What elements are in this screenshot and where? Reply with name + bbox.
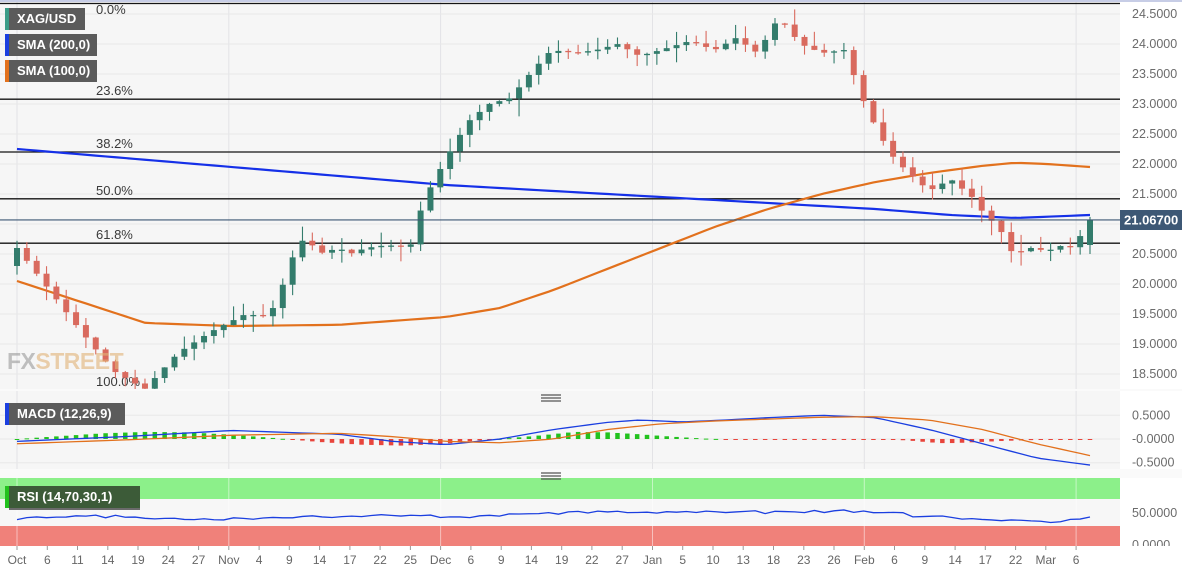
- svg-text:Feb: Feb: [854, 553, 875, 567]
- svg-text:14: 14: [101, 553, 115, 567]
- svg-text:50.0000: 50.0000: [1132, 506, 1177, 520]
- svg-text:21.5000: 21.5000: [1132, 187, 1177, 201]
- svg-text:6: 6: [468, 553, 475, 567]
- svg-text:19.0000: 19.0000: [1132, 337, 1177, 351]
- svg-text:22: 22: [585, 553, 599, 567]
- svg-text:25: 25: [404, 553, 418, 567]
- svg-text:17: 17: [343, 553, 357, 567]
- svg-text:50.0%: 50.0%: [96, 183, 133, 198]
- svg-text:9: 9: [921, 553, 928, 567]
- svg-text:10: 10: [706, 553, 720, 567]
- svg-text:20.5000: 20.5000: [1132, 247, 1177, 261]
- svg-text:21.06700: 21.06700: [1124, 213, 1178, 228]
- svg-text:23: 23: [797, 553, 811, 567]
- svg-text:17: 17: [979, 553, 993, 567]
- svg-text:11: 11: [71, 553, 84, 567]
- svg-text:61.8%: 61.8%: [96, 227, 133, 242]
- svg-text:5: 5: [679, 553, 686, 567]
- svg-text:9: 9: [498, 553, 505, 567]
- svg-text:23.0000: 23.0000: [1132, 97, 1177, 111]
- svg-text:26: 26: [827, 553, 841, 567]
- svg-text:14: 14: [948, 553, 962, 567]
- svg-text:19: 19: [555, 553, 569, 567]
- svg-text:9: 9: [286, 553, 293, 567]
- svg-text:Mar: Mar: [1035, 553, 1056, 567]
- svg-text:4: 4: [256, 553, 263, 567]
- svg-text:24: 24: [162, 553, 176, 567]
- svg-text:-0.0000: -0.0000: [1132, 432, 1174, 446]
- svg-text:Nov: Nov: [218, 553, 239, 567]
- svg-text:Dec: Dec: [430, 553, 451, 567]
- svg-text:14: 14: [525, 553, 539, 567]
- svg-text:0.0%: 0.0%: [96, 2, 126, 17]
- svg-text:18.5000: 18.5000: [1132, 367, 1177, 381]
- svg-text:-0.5000: -0.5000: [1132, 456, 1174, 469]
- svg-text:22.0000: 22.0000: [1132, 157, 1177, 171]
- svg-text:6: 6: [44, 553, 51, 567]
- svg-text:24.0000: 24.0000: [1132, 37, 1177, 51]
- svg-text:6: 6: [1073, 553, 1080, 567]
- svg-text:27: 27: [616, 553, 630, 567]
- svg-text:Oct: Oct: [8, 553, 27, 567]
- svg-text:Jan: Jan: [643, 553, 662, 567]
- svg-text:27: 27: [192, 553, 206, 567]
- svg-text:38.2%: 38.2%: [96, 136, 133, 151]
- svg-text:19: 19: [131, 553, 145, 567]
- svg-text:14: 14: [313, 553, 327, 567]
- svg-text:13: 13: [737, 553, 751, 567]
- svg-text:19.5000: 19.5000: [1132, 307, 1177, 321]
- svg-text:22: 22: [1009, 553, 1023, 567]
- svg-text:18: 18: [767, 553, 781, 567]
- svg-text:6: 6: [891, 553, 898, 567]
- svg-text:22: 22: [373, 553, 387, 567]
- svg-text:22.5000: 22.5000: [1132, 127, 1177, 141]
- svg-text:0.0000: 0.0000: [1132, 538, 1170, 546]
- svg-text:20.0000: 20.0000: [1132, 277, 1177, 291]
- svg-text:23.5000: 23.5000: [1132, 67, 1177, 81]
- svg-text:23.6%: 23.6%: [96, 83, 133, 98]
- svg-text:0.5000: 0.5000: [1132, 408, 1170, 422]
- svg-text:24.5000: 24.5000: [1132, 7, 1177, 21]
